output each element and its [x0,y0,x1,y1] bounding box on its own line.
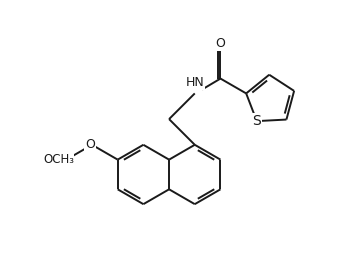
Text: O: O [85,138,95,151]
Text: HN: HN [185,76,204,89]
Text: O: O [216,37,225,51]
Text: OCH₃: OCH₃ [43,153,74,166]
Text: S: S [252,114,261,128]
